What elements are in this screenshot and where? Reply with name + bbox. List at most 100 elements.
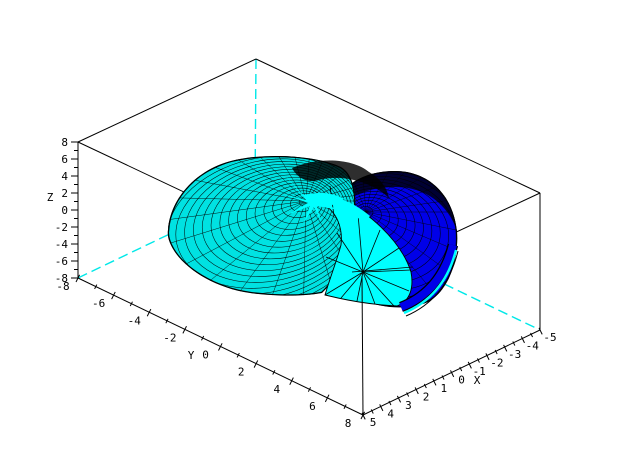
y-major-tick (324, 394, 330, 403)
z-tick-label: -2 (55, 221, 68, 234)
facet-edge (362, 247, 400, 273)
rim-lip-cyan (403, 249, 458, 315)
z-tick-label: 6 (61, 153, 68, 166)
y-minor-tick (129, 301, 133, 307)
x-minor-tick (494, 349, 498, 355)
x-major-tick (396, 395, 402, 403)
mesh-spoke (246, 155, 307, 202)
x-minor-tick (370, 409, 374, 414)
x-tick-label: 5 (370, 416, 377, 429)
y-tick-label: -2 (163, 331, 176, 344)
facet-edge (336, 232, 364, 273)
facet-edge (362, 229, 381, 273)
z-tick-label: -6 (55, 255, 68, 268)
z-tick-label: 4 (61, 170, 68, 183)
mesh-ring (193, 163, 353, 277)
mesh-spoke (268, 200, 307, 296)
mesh-spoke (305, 200, 356, 248)
y-tick-label: -8 (56, 280, 69, 293)
facet-edge (351, 266, 414, 273)
mesh-spoke (279, 155, 307, 202)
x-major-tick (520, 336, 525, 344)
shell-apex-band (318, 195, 370, 223)
mesh-spoke (305, 155, 356, 202)
mesh-spoke (305, 200, 356, 296)
x-major-tick (503, 344, 508, 352)
x-tick-label: -2 (490, 357, 503, 370)
mesh-spoke (305, 155, 356, 202)
x-tick-label: -1 (473, 365, 486, 378)
y-major-tick (111, 291, 116, 300)
x-minor-tick (530, 332, 533, 338)
y-minor-tick (94, 284, 98, 290)
hidden-edge-bottom-left-back (77, 192, 256, 279)
x-minor-tick (512, 341, 516, 346)
facet-edge (362, 271, 395, 307)
y-major-tick (146, 308, 152, 317)
facet-edge (362, 269, 412, 273)
x-major-tick (361, 412, 366, 420)
facet-edge (325, 256, 364, 273)
mesh-spoke (365, 211, 458, 293)
z-tick-label: -8 (55, 272, 68, 285)
y-tick-label: -4 (128, 314, 142, 327)
y-major-tick (289, 377, 294, 385)
mesh-spoke (305, 155, 356, 202)
x-major-tick (379, 404, 384, 412)
y-tick-label: 2 (238, 366, 245, 379)
facet-edge (362, 271, 376, 305)
y-major-tick (218, 343, 223, 351)
facet-edge (362, 271, 410, 292)
x-tick-label: 4 (387, 408, 394, 421)
x-tick-label: 1 (440, 382, 447, 395)
y-tick-label: 8 (345, 417, 352, 430)
mesh-spoke (191, 155, 307, 202)
facet-edge (357, 213, 364, 273)
x-major-tick (432, 378, 437, 386)
x-tick-label: -4 (526, 340, 540, 353)
x-major-tick (414, 387, 419, 395)
mesh-ring (175, 158, 356, 289)
z-tick-label: 2 (61, 187, 68, 200)
y-major-tick (75, 274, 81, 283)
x-major-tick (467, 361, 472, 369)
x-tick-label: -5 (543, 331, 556, 344)
z-tick-label: 0 (61, 204, 68, 217)
y-minor-tick (272, 369, 276, 375)
z-tick-label: -4 (55, 238, 69, 251)
mesh-spoke (305, 200, 356, 268)
right-lobe-dark-crown (333, 171, 457, 231)
facet-edge (340, 271, 364, 299)
x-minor-tick (388, 400, 392, 406)
y-minor-tick (343, 404, 347, 410)
z-axis: 8 6 4 2 0 -2 -4 -6 -8 Z (47, 136, 78, 285)
x-minor-tick (459, 366, 463, 372)
rim-band-blue (399, 243, 457, 311)
y-axis: -8 -6 -4 -2 0 2 4 6 8 Y (56, 274, 366, 430)
y-minor-tick (201, 335, 205, 341)
x-minor-tick (406, 392, 410, 397)
y-axis-title: Y (188, 349, 195, 362)
mesh-spoke (216, 155, 307, 202)
z-axis-title: Z (47, 191, 54, 204)
mesh-spoke (365, 171, 458, 213)
x-major-tick (485, 353, 490, 361)
mesh-spoke (365, 211, 458, 269)
y-tick-label: 6 (309, 400, 316, 413)
x-tick-label: 2 (423, 391, 430, 404)
box-edge (77, 58, 257, 143)
x-tick-label: 0 (458, 374, 465, 387)
whorl-junction-shadow (292, 160, 389, 198)
mesh-spoke (167, 200, 307, 222)
mesh-spoke (208, 200, 307, 283)
x-minor-tick (423, 383, 427, 389)
mesh-spoke (236, 200, 307, 296)
x-tick-label: 3 (405, 399, 412, 412)
shell-surface (167, 155, 459, 317)
box-edge-front-vertical (361, 275, 364, 416)
x-axis-title: X (474, 374, 481, 387)
shell-apex-star (283, 174, 345, 224)
